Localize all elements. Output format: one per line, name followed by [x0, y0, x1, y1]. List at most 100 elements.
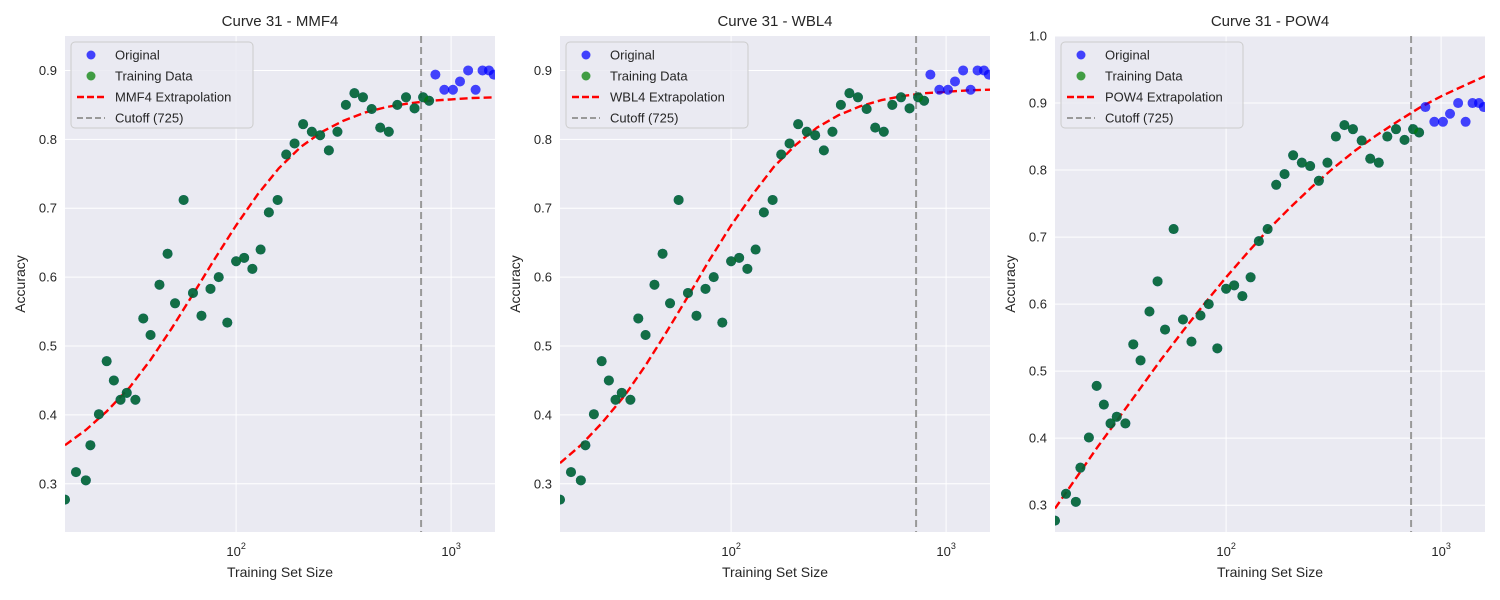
legend-label: Cutoff (725): [1105, 111, 1173, 126]
training-point: [1330, 131, 1341, 142]
training-point: [1399, 134, 1410, 145]
training-point: [247, 263, 258, 274]
x-tick-label: 103: [1431, 541, 1450, 559]
training-point: [801, 126, 812, 137]
training-point: [1055, 515, 1060, 526]
training-point: [65, 494, 70, 505]
training-point: [121, 387, 132, 398]
training-point: [1339, 120, 1350, 131]
training-point: [640, 329, 651, 340]
training-point: [827, 126, 838, 137]
y-tick-label: 0.8: [1029, 163, 1047, 178]
training-point: [717, 317, 728, 328]
legend-label: Cutoff (725): [610, 111, 678, 126]
training-point: [682, 287, 693, 298]
legend: Original Training Data WBL4 Extrapolation C…: [565, 41, 749, 129]
training-point: [1144, 306, 1155, 317]
original-point: [430, 69, 441, 80]
training-point: [575, 475, 586, 486]
training-point: [708, 272, 719, 283]
chart-panel-2: 0.3 0.4 0.5 0.6 0.7 0.8 0.9 102 103 Curve 31 - WB…: [507, 13, 990, 580]
training-point: [349, 88, 360, 99]
training-point: [1160, 324, 1171, 335]
legend-training-marker: [581, 71, 591, 81]
training-point: [366, 104, 377, 115]
training-point: [1195, 310, 1206, 321]
training-point: [178, 194, 189, 205]
training-point: [1098, 399, 1109, 410]
y-tick-label: 0.3: [39, 476, 57, 491]
legend-label: Original: [115, 48, 160, 63]
training-point: [1221, 283, 1232, 294]
training-point: [1152, 276, 1163, 287]
training-point: [85, 440, 96, 451]
training-point: [1347, 124, 1358, 135]
training-point: [633, 313, 644, 324]
training-point: [1288, 150, 1299, 161]
training-point: [383, 126, 394, 137]
original-point: [455, 76, 466, 87]
training-point: [861, 104, 872, 115]
training-point: [580, 440, 591, 451]
training-point: [357, 92, 368, 103]
original-point: [1460, 116, 1471, 127]
y-tick-label: 0.5: [534, 339, 552, 354]
training-point: [222, 317, 233, 328]
original-point: [488, 69, 495, 80]
y-tick-label: 1.0: [1029, 29, 1047, 44]
training-point: [616, 387, 627, 398]
y-tick-label: 0.5: [1029, 364, 1047, 379]
training-point: [115, 394, 126, 405]
y-axis-label: Accuracy: [12, 255, 28, 313]
legend-label: POW4 Extrapolation: [1105, 90, 1223, 105]
training-point: [610, 394, 621, 405]
training-point: [289, 138, 300, 149]
y-tick-label: 0.5: [39, 339, 57, 354]
original-point: [1478, 102, 1485, 113]
training-point: [1365, 153, 1376, 164]
training-point: [588, 409, 599, 420]
training-point: [776, 149, 787, 160]
training-point: [196, 310, 207, 321]
x-axis-label: Training Set Size: [1217, 564, 1323, 580]
training-point: [887, 99, 898, 110]
training-point: [1356, 135, 1367, 146]
training-point: [810, 130, 821, 141]
legend-box: [565, 41, 749, 129]
training-point: [205, 283, 216, 294]
original-point: [447, 84, 458, 95]
y-tick-label: 0.7: [39, 201, 57, 216]
training-point: [1203, 299, 1214, 310]
legend-original-marker: [1076, 50, 1086, 60]
y-axis-label: Accuracy: [1002, 255, 1018, 313]
training-point: [793, 119, 804, 130]
x-axis-label: Training Set Size: [227, 564, 333, 580]
training-point: [896, 92, 907, 103]
training-point: [742, 263, 753, 274]
y-tick-label: 0.9: [534, 63, 552, 78]
training-point: [1313, 175, 1324, 186]
training-point: [649, 279, 660, 290]
original-point: [942, 84, 953, 95]
legend-label: Cutoff (725): [115, 111, 183, 126]
chart-title: Curve 31 - WBL4: [717, 13, 832, 30]
y-tick-label: 0.9: [39, 63, 57, 78]
training-point: [1128, 339, 1139, 350]
training-point: [1186, 336, 1197, 347]
original-point: [463, 65, 474, 76]
legend-label: Original: [610, 48, 655, 63]
training-point: [758, 207, 769, 218]
training-point: [870, 122, 881, 133]
y-tick-label: 0.6: [1029, 297, 1047, 312]
y-tick-label: 0.8: [39, 132, 57, 147]
training-point: [401, 92, 412, 103]
training-point: [154, 279, 165, 290]
training-point: [239, 252, 250, 263]
y-tick-label: 0.9: [1029, 96, 1047, 111]
training-point: [750, 244, 761, 255]
original-point: [1445, 108, 1456, 119]
training-point: [187, 287, 198, 298]
training-point: [138, 313, 149, 324]
training-point: [263, 207, 274, 218]
training-point: [1237, 291, 1248, 302]
